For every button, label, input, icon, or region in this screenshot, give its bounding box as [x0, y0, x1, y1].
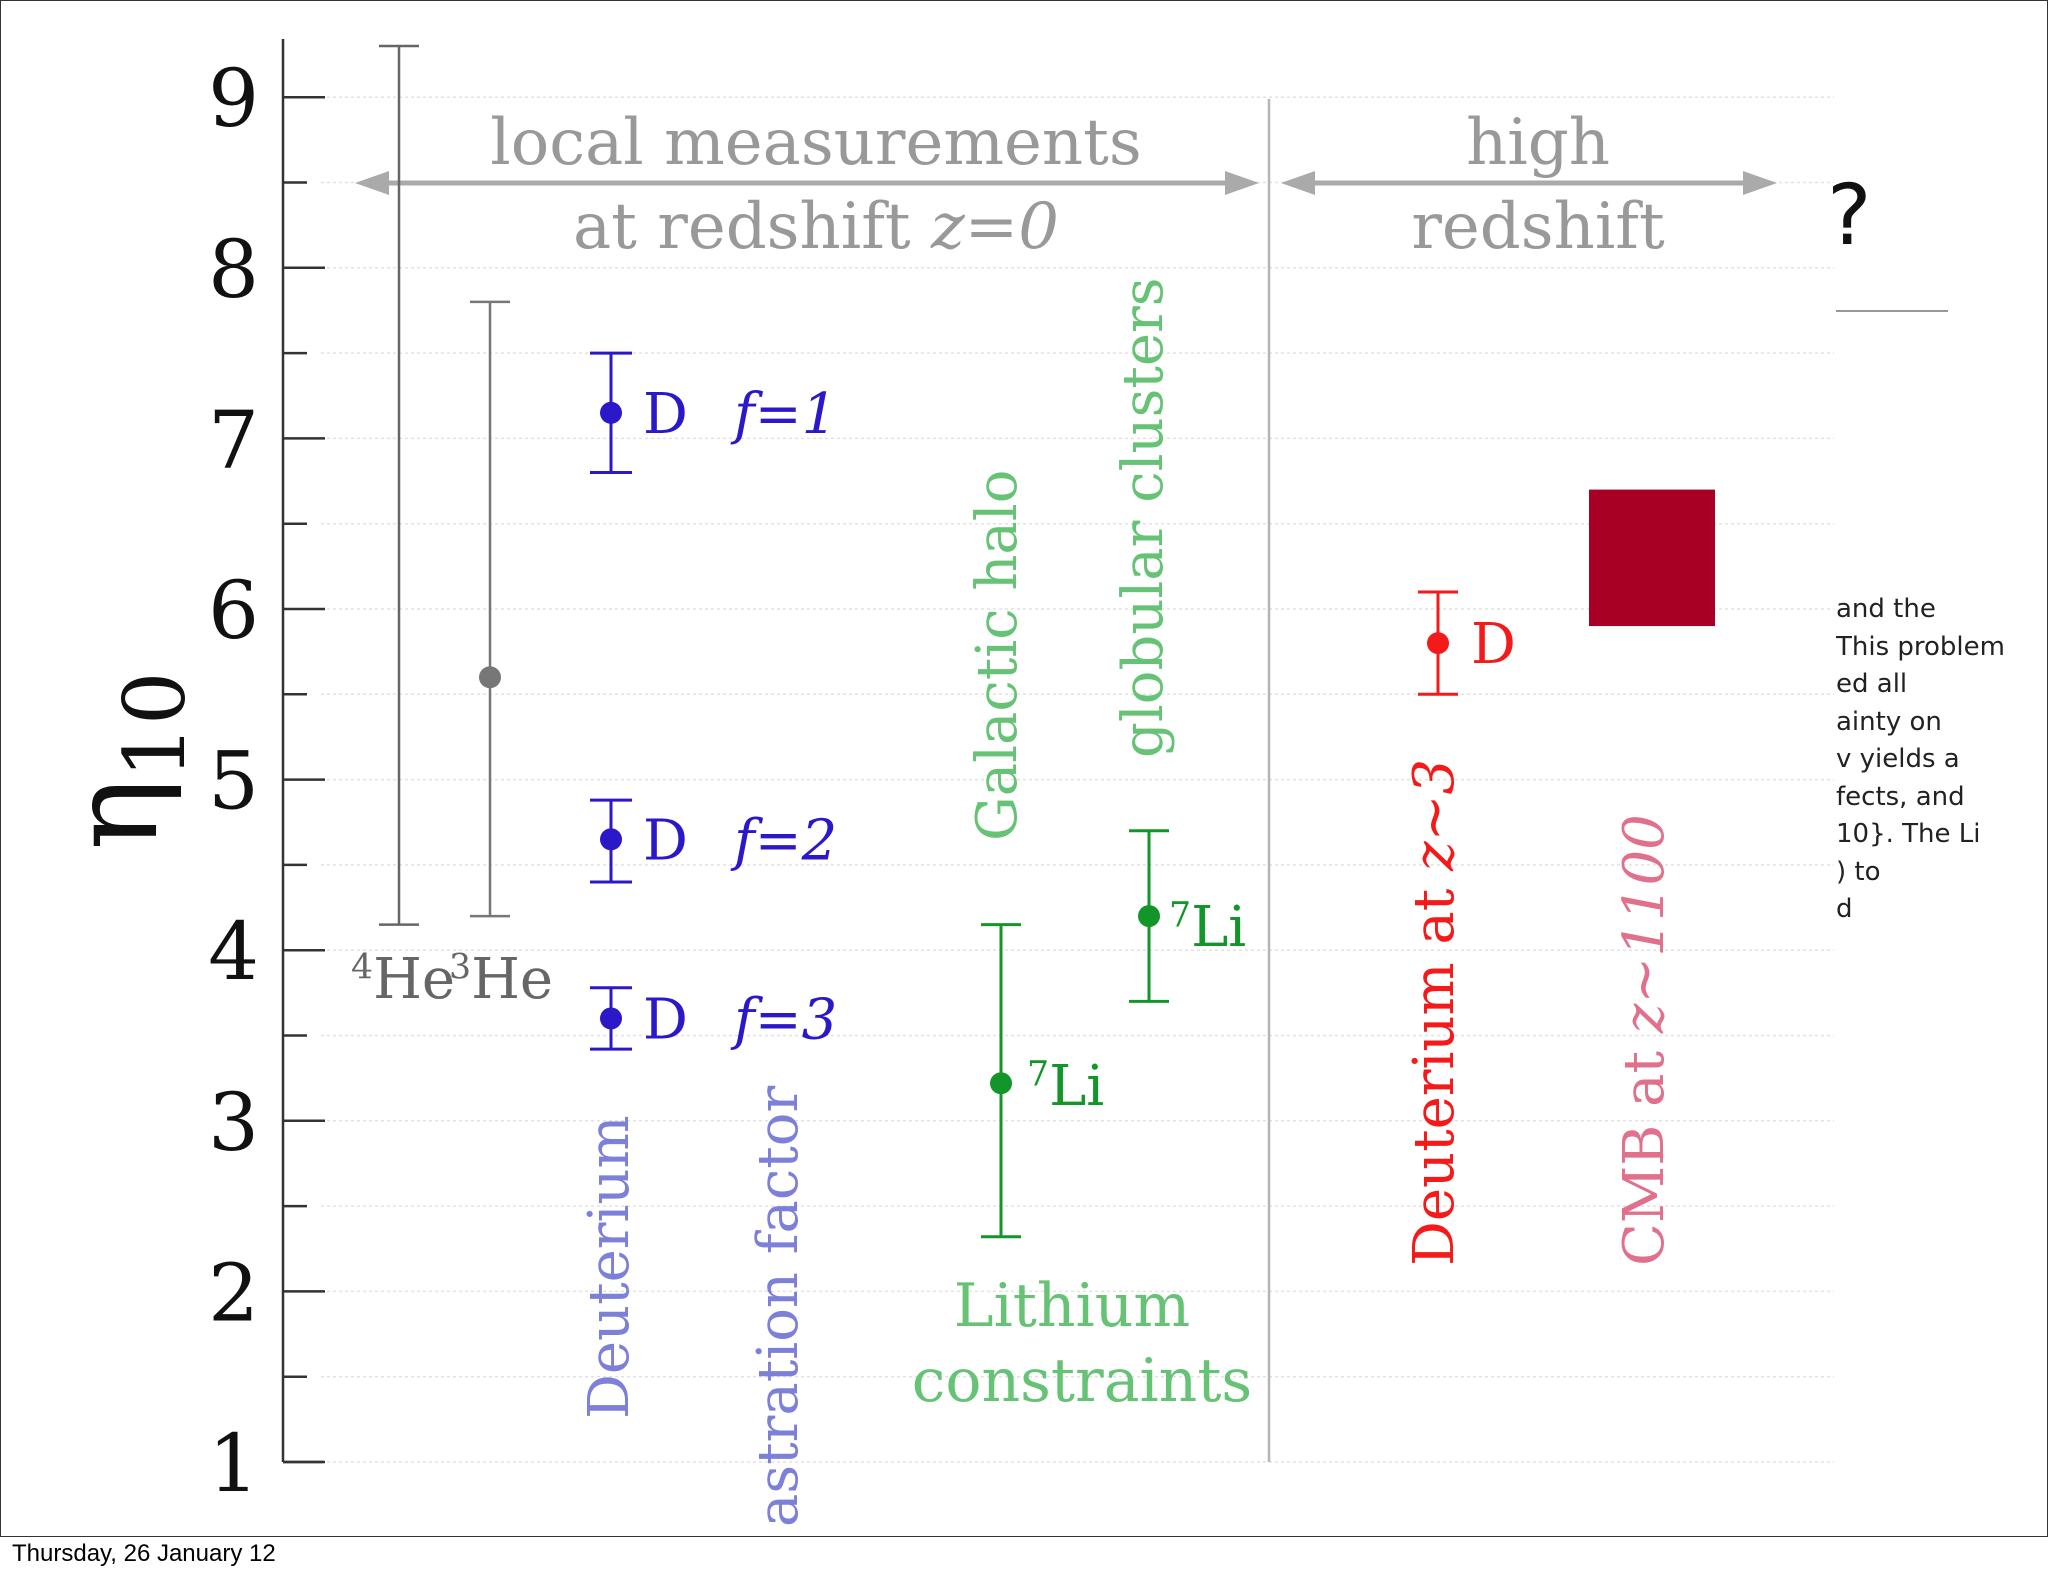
lithium-caption-line2: constraints [912, 1346, 1252, 1416]
y-axis-label: η10 [46, 672, 204, 851]
y-tick-label: 9 [208, 52, 259, 145]
body-text-line: This problem [1836, 631, 2005, 662]
helium3-label: 3He [449, 947, 553, 1012]
vlabel-globular-clusters-text: globular clusters [1111, 278, 1176, 758]
vlabel-deuterium-at-text: Deuterium at z~3 [1402, 759, 1467, 1266]
y-label-eta: η [46, 778, 185, 850]
vlabel-globular-clusters: globular clusters [1111, 278, 1176, 758]
local-region-arrow [355, 171, 1259, 195]
data-point [479, 666, 501, 689]
title-underline [1836, 310, 1948, 312]
vlabel-galactic-halo-main: Galactic halo [965, 470, 1030, 841]
y-tick-label: 6 [208, 564, 259, 657]
vlabel-cmb-at-main: CMB at [1612, 1033, 1677, 1266]
data-point [600, 401, 622, 424]
arrow-head-left [1281, 171, 1315, 195]
body-text-line: ed all [1836, 669, 1908, 699]
vlabel-cmb-at-italic: z~1100 [1612, 814, 1677, 1034]
vlabel-deuterium-main: Deuterium [577, 1115, 642, 1419]
lithium-point-2 [1129, 829, 1169, 1003]
helium3-bar [470, 300, 510, 918]
vlabel-astration-factor-text: astration factor [746, 1086, 811, 1527]
region-label-high-line2: redshift [1411, 190, 1665, 264]
lithium-label-1: 7Li [1027, 1054, 1104, 1119]
body-text-line: d [1836, 894, 1853, 924]
cmb-box [1589, 489, 1715, 627]
lithium-point-1 [981, 923, 1021, 1239]
deuterium-f-label: f=1 [730, 382, 837, 447]
eta10-chart: 1 2 3 4 5 6 7 8 9 η10 local measurements at redshif… [46, 1, 2047, 1536]
data-point [1427, 632, 1449, 655]
vlabel-astration-factor: astration factor [746, 1086, 811, 1527]
slide-body-text: and the This problem ed all ainty on v yield… [1836, 591, 2047, 929]
vlabel-cmb-at: CMB at z~1100 [1612, 814, 1677, 1266]
region-label-high-line1: high [1466, 106, 1610, 180]
data-point [600, 828, 622, 851]
vlabel-cmb-at-text: CMB at z~1100 [1612, 814, 1677, 1266]
lithium-caption-line1: Lithium [954, 1271, 1191, 1341]
vlabel-deuterium-at: Deuterium at z~3 [1402, 759, 1467, 1266]
body-text-line: and the [1836, 594, 1936, 624]
label-element: He [373, 947, 455, 1012]
deuterium-highz-label: D [1471, 612, 1516, 677]
deuterium-local-label: D [643, 808, 688, 873]
arrow-head-right [1743, 171, 1777, 195]
helium4-label: 4He [351, 947, 455, 1012]
vlabel-deuterium: Deuterium [577, 1115, 642, 1419]
label-element: Li [1049, 1054, 1104, 1119]
label-superscript: 3 [449, 947, 471, 987]
label-element: He [471, 947, 553, 1012]
deuterium-highz-point [1418, 590, 1458, 696]
vlabel-astration-factor-main: astration factor [746, 1086, 811, 1527]
label-superscript: 7 [1169, 895, 1191, 935]
region-label-local-line1: local measurements [490, 106, 1141, 180]
region-label-z0: z=0 [930, 190, 1059, 264]
vlabel-deuterium-at-main: Deuterium at [1402, 871, 1467, 1266]
arrow-head-left [355, 171, 389, 195]
right-margin-bg [1834, 1, 2047, 1536]
data-point [600, 1007, 622, 1030]
deuterium-local-point-3 [590, 986, 632, 1051]
slide: 1 2 3 4 5 6 7 8 9 η10 local measurements at redshif… [0, 0, 2048, 1537]
body-text-line: v yields a [1836, 744, 1960, 774]
arrow-head-right [1225, 171, 1259, 195]
deuterium-local-point-2 [590, 798, 632, 884]
y-tick-label: 7 [208, 393, 259, 486]
y-tick-label: 2 [208, 1246, 259, 1339]
body-text-line: ainty on [1836, 706, 1942, 737]
y-tick-label: 4 [208, 905, 259, 998]
y-tick-label: 3 [208, 1076, 259, 1169]
label-superscript: 4 [351, 947, 373, 987]
vlabel-deuterium-text: Deuterium [577, 1115, 642, 1419]
y-label-subscript: 10 [106, 672, 204, 779]
vlabel-galactic-halo-text: Galactic halo [965, 470, 1030, 841]
vlabel-globular-clusters-main: globular clusters [1111, 278, 1176, 758]
data-point [990, 1072, 1012, 1095]
deuterium-f-label: f=3 [730, 987, 837, 1052]
y-tick-label: 1 [208, 1417, 259, 1510]
vlabel-deuterium-at-italic: z~3 [1402, 759, 1467, 872]
label-element: Li [1191, 895, 1246, 960]
body-text-line: ) to [1836, 856, 1881, 887]
high-region-arrow [1281, 171, 1777, 195]
slide-footer-date: Thursday, 26 January 12 [12, 1540, 276, 1567]
region-label-local-line2: at redshift z=0 [573, 190, 1059, 264]
slide-title-fragment: ? [1827, 166, 1872, 264]
helium4-bar [379, 44, 419, 926]
lithium-label-2: 7Li [1169, 895, 1246, 960]
data-point [1138, 905, 1160, 928]
body-text-line: 10}. The Li [1836, 819, 1981, 849]
deuterium-local-label: D [643, 382, 688, 447]
y-tick-label: 5 [208, 735, 259, 828]
deuterium-f-label: f=2 [730, 808, 837, 873]
deuterium-local-label: D [643, 987, 688, 1052]
y-tick-label: 8 [208, 223, 259, 316]
vlabel-galactic-halo: Galactic halo [965, 470, 1030, 841]
deuterium-local-point-1 [590, 351, 632, 475]
label-superscript: 7 [1027, 1054, 1049, 1094]
body-text-line: fects, and [1836, 781, 1965, 812]
y-axis-label-text: η10 [46, 672, 204, 851]
